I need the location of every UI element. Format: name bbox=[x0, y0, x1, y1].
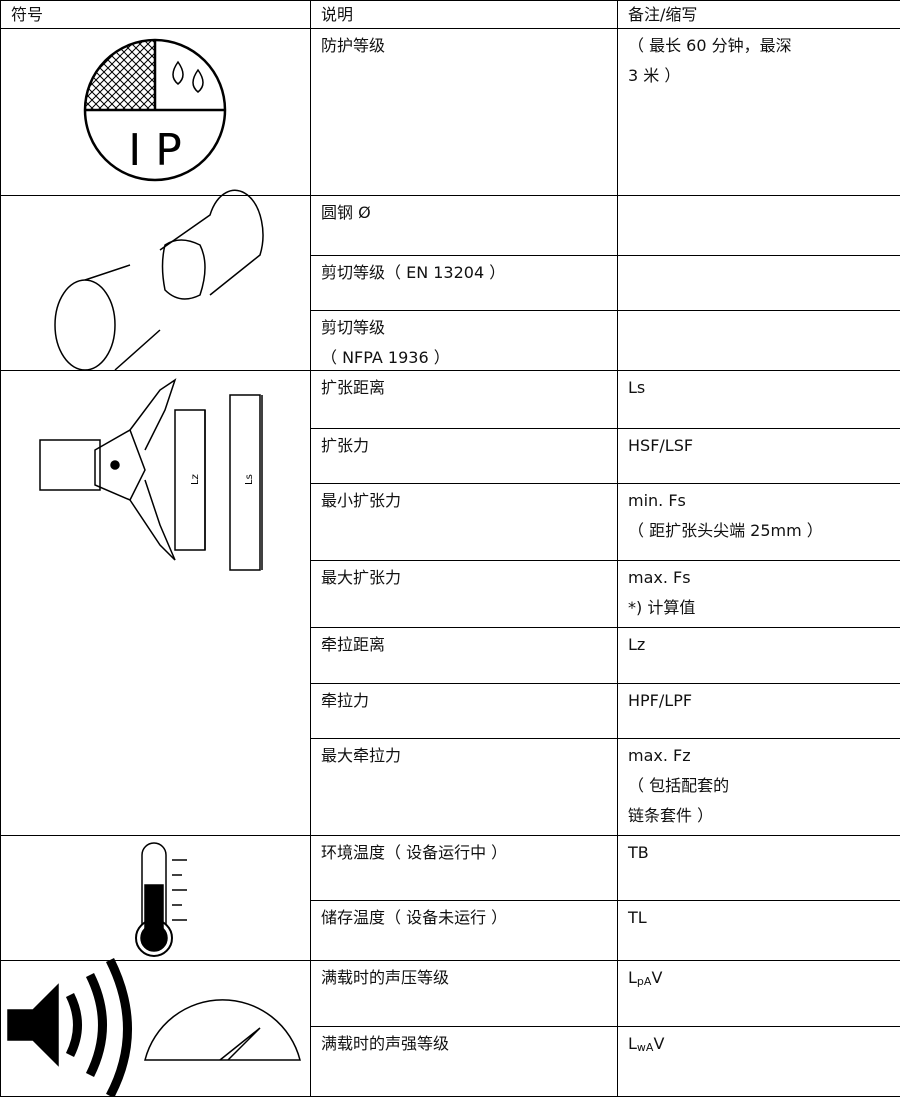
note-cell: min. Fs （ 距扩张头尖端 25mm ） bbox=[617, 483, 900, 561]
note-text: （ 距扩张头尖端 25mm ） bbox=[628, 521, 823, 540]
note-text: *) 计算值 bbox=[628, 598, 696, 617]
note-symbol-part: wA bbox=[636, 1041, 654, 1054]
description-text: 最大扩张力 bbox=[321, 568, 402, 587]
note-symbol: LwAV bbox=[628, 1029, 890, 1063]
note-text: TL bbox=[628, 908, 647, 927]
description-text: 扩张力 bbox=[321, 436, 370, 455]
description-text: 最大牵拉力 bbox=[321, 746, 402, 765]
description-text: 剪切等级 bbox=[321, 318, 386, 337]
description-text: 满载时的声强等级 bbox=[321, 1034, 450, 1053]
description-text: 储存温度（ 设备未运行 ） bbox=[321, 908, 508, 927]
description-text: 满载时的声压等级 bbox=[321, 968, 450, 987]
note-text: 链条套件 ） bbox=[628, 806, 714, 825]
note-cell: max. Fs *) 计算值 bbox=[617, 560, 900, 628]
description-text: 剪切等级（ EN 13204 ） bbox=[321, 263, 506, 282]
description-text: 牵拉距离 bbox=[321, 635, 386, 654]
spreader-icon: Lz Ls bbox=[39, 378, 263, 571]
note-text: HPF/LPF bbox=[628, 691, 693, 710]
lz-label: Lz bbox=[190, 474, 201, 485]
note-text: Ls bbox=[628, 378, 646, 397]
description-text: 牵拉力 bbox=[321, 691, 370, 710]
description-text: 扩张距离 bbox=[321, 378, 386, 397]
note-symbol-part: V bbox=[653, 1034, 665, 1053]
note-symbol: LpAV bbox=[628, 963, 890, 997]
note-text: max. Fs bbox=[628, 568, 691, 587]
note-text: （ 包括配套的 bbox=[628, 776, 730, 795]
description-text: 环境温度（ 设备运行中 ） bbox=[321, 843, 508, 862]
note-text: TB bbox=[628, 843, 649, 862]
thermometer-icon bbox=[135, 842, 187, 957]
ip-label: I P bbox=[128, 125, 182, 176]
round-steel-icon bbox=[54, 189, 264, 371]
note-text: Lz bbox=[628, 635, 646, 654]
note-symbol-part: L bbox=[628, 1034, 637, 1053]
note-text: 3 米 ） bbox=[628, 66, 681, 85]
description-text: 防护等级 bbox=[321, 36, 386, 55]
sound-icon bbox=[7, 957, 301, 1096]
note-text: （ 最长 60 分钟，最深 bbox=[628, 36, 792, 55]
description-text: 圆钢 Ø bbox=[321, 203, 371, 222]
description-text: （ NFPA 1936 ） bbox=[321, 348, 450, 367]
ip-icon: I P bbox=[83, 38, 227, 182]
description-text: 最小扩张力 bbox=[321, 491, 402, 510]
note-symbol-part: L bbox=[628, 968, 637, 987]
ls-label: Ls bbox=[244, 474, 255, 485]
note-symbol-part: V bbox=[651, 968, 663, 987]
note-text: max. Fz bbox=[628, 746, 691, 765]
note-symbol-part: pA bbox=[636, 975, 652, 988]
note-text: HSF/LSF bbox=[628, 436, 694, 455]
note-text: min. Fs bbox=[628, 491, 686, 510]
